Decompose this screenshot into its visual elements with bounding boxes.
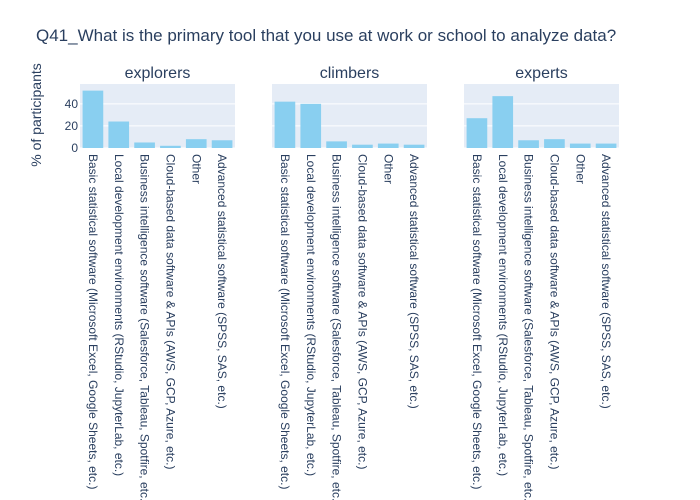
bar [466, 118, 488, 148]
bar [274, 101, 296, 148]
bar [595, 143, 617, 148]
x-tick-label: Local development environments (RStudio,… [304, 154, 318, 476]
x-tick-label: Local development environments (RStudio,… [496, 154, 510, 476]
chart-title: Q41_What is the primary tool that you us… [36, 26, 616, 45]
x-tick-label: Business intelligence software (Salesfor… [138, 154, 152, 500]
bar [82, 90, 104, 148]
bar [160, 145, 181, 148]
bar [569, 143, 591, 148]
bar [185, 139, 207, 148]
facets: explorers 0 20 40 Basic statistical software… [65, 65, 619, 500]
bar [352, 144, 373, 148]
x-tick-label: Business intelligence software (Salesfor… [522, 154, 536, 500]
y-tick-label: 40 [65, 97, 79, 111]
x-tick-label: Business intelligence software (Salesfor… [330, 154, 344, 500]
facet-title: experts [515, 65, 567, 82]
x-tick-label: Basic statistical software (Microsoft Ex… [278, 154, 292, 489]
x-tick-label: Cloud-based data software & APIs (AWS, G… [547, 154, 561, 469]
facet-title: climbers [320, 65, 380, 82]
facet-title: explorers [125, 65, 191, 82]
x-tick-label: Basic statistical software (Microsoft Ex… [86, 154, 100, 489]
y-tick-label: 20 [65, 119, 79, 133]
x-tick-label: Cloud-based data software & APIs (AWS, G… [163, 154, 177, 469]
bar [108, 121, 130, 148]
bar [492, 96, 514, 148]
x-tick-label: Other [573, 154, 587, 184]
x-tick-label: Basic statistical software (Microsoft Ex… [470, 154, 484, 489]
facet-explorers: explorers 0 20 40 Basic statistical software… [65, 65, 235, 500]
bar [377, 143, 399, 148]
facet-climbers: climbers Basic statistical software (Micr… [272, 65, 427, 500]
x-tick-label: Other [189, 154, 203, 184]
bar [518, 140, 539, 148]
bar [326, 141, 347, 148]
bar [134, 142, 155, 148]
y-tick-label: 0 [71, 141, 78, 155]
bar [211, 140, 233, 148]
facet-experts: experts Basic statistical software (Micro… [464, 65, 619, 500]
plot-background [80, 84, 235, 148]
plot-background [464, 84, 619, 148]
y-axis-label: % of participants [28, 63, 44, 167]
x-tick-label: Other [381, 154, 395, 184]
bar [544, 139, 565, 148]
x-tick-label: Advanced statistical software (SPSS, SAS… [407, 154, 421, 409]
x-tick-label: Advanced statistical software (SPSS, SAS… [215, 154, 229, 409]
plot-background [272, 84, 427, 148]
bar [300, 103, 322, 148]
x-tick-label: Cloud-based data software & APIs (AWS, G… [355, 154, 369, 469]
bar [403, 144, 425, 148]
x-tick-label: Advanced statistical software (SPSS, SAS… [599, 154, 613, 409]
x-tick-label: Local development environments (RStudio,… [112, 154, 126, 476]
